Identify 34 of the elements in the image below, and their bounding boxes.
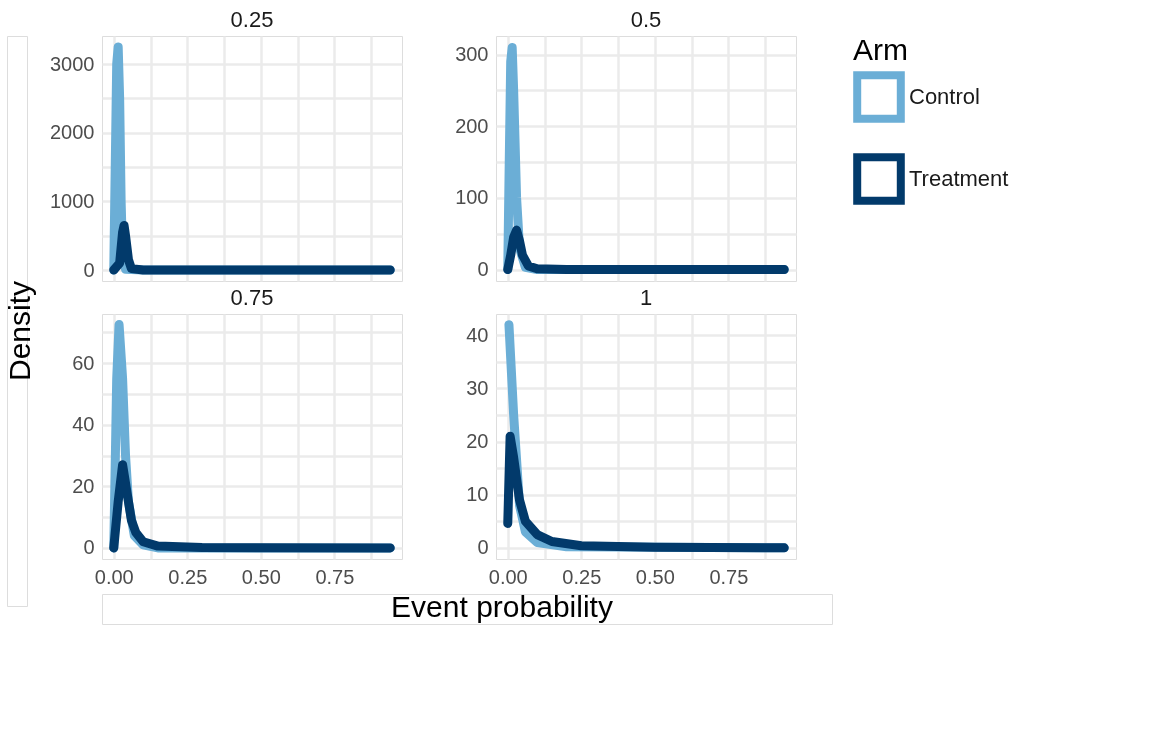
y-tick-label: 300 [455,43,489,66]
x-tick-label: 0.50 [635,565,675,588]
y-tick-label: 0 [477,258,489,281]
x-tick-label: 0.00 [488,565,528,588]
y-tick-label: 0 [477,536,489,559]
x-tick-label: 0.75 [709,565,749,588]
chart-title: 0.75 [230,285,274,310]
y-tick-label: 30 [466,376,489,399]
y-tick-label: 20 [72,474,95,497]
y-tick-label: 0 [83,258,95,281]
y-tick-label: 1000 [50,189,95,212]
chart-title: 0.25 [230,7,274,32]
x-tick-label: 0.50 [241,565,281,588]
y-tick-label: 0 [83,536,95,559]
x-axis-title: Event probability [391,590,613,623]
y-tick-label: 3000 [50,52,95,75]
x-tick-label: 0.25 [168,565,208,588]
y-tick-label: 40 [466,323,489,346]
legend-label: Control [909,84,980,109]
y-tick-label: 20 [466,430,489,453]
legend-title: Arm [853,33,908,66]
x-tick-label: 0.00 [94,565,134,588]
chart-title: 1 [639,285,653,310]
y-axis-title: Density [3,280,36,382]
x-tick-label: 0.25 [562,565,602,588]
legend-label: Treatment [909,166,1009,191]
y-tick-label: 2000 [50,121,95,144]
y-tick-label: 60 [72,351,95,374]
y-tick-label: 10 [466,483,489,506]
y-tick-label: 200 [455,114,489,137]
chart-title: 0.5 [630,7,662,32]
y-tick-label: 100 [455,186,489,209]
y-tick-label: 40 [72,413,95,436]
x-tick-label: 0.75 [315,565,355,588]
